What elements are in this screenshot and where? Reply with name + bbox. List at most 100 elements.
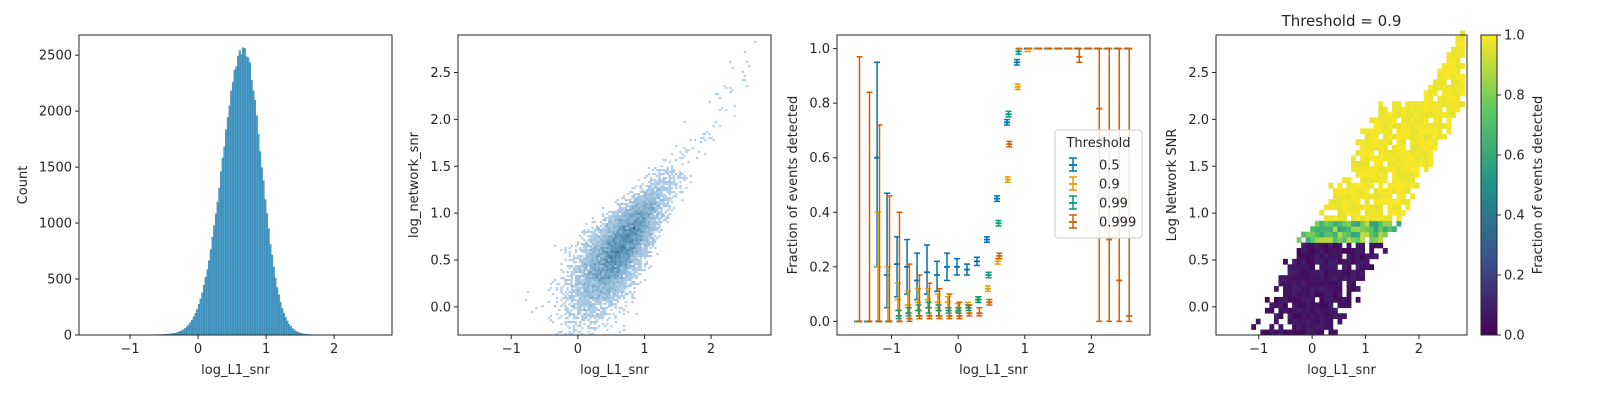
density-cell — [598, 285, 600, 287]
heatmap-cell — [1328, 292, 1333, 298]
heatmap-cell — [1451, 69, 1456, 75]
density-cell — [662, 183, 664, 185]
density-cell — [633, 273, 635, 275]
heatmap-cell — [1342, 275, 1347, 281]
heatmap-cell — [1337, 183, 1342, 189]
heatmap-cell — [1360, 166, 1365, 172]
density-cell — [592, 259, 594, 261]
histogram-bar — [208, 261, 210, 335]
density-cell — [585, 249, 587, 251]
density-cell — [619, 247, 621, 249]
density-cell — [567, 287, 569, 289]
density-cell — [606, 271, 608, 273]
density-cell — [598, 261, 600, 263]
density-cell — [606, 279, 608, 281]
density-cell — [604, 293, 606, 295]
heatmap-cell — [1278, 313, 1283, 319]
heatmap-cell — [1406, 161, 1411, 167]
histogram-bar — [215, 214, 217, 335]
density-cell — [600, 279, 602, 281]
heatmap-cell — [1433, 145, 1438, 151]
heatmap-cell — [1446, 112, 1451, 118]
density-cell — [615, 279, 617, 281]
density-cell — [602, 323, 604, 325]
density-cell — [589, 301, 591, 303]
heatmap-cell — [1328, 324, 1333, 330]
density-cell — [623, 285, 625, 287]
density-cell — [560, 289, 562, 291]
heatmap-cell — [1356, 237, 1361, 243]
density-cell — [602, 247, 604, 249]
density-cell — [575, 293, 577, 295]
density-cell — [575, 279, 577, 281]
heatmap-cell — [1387, 150, 1392, 156]
heatmap-cell — [1374, 226, 1379, 232]
density-cell — [606, 277, 608, 279]
density-cell — [541, 305, 543, 307]
density-cell — [617, 225, 619, 227]
heatmap-cell — [1301, 270, 1306, 276]
density-cell — [583, 313, 585, 315]
heatmap-cell — [1369, 237, 1374, 243]
density-cell — [604, 281, 606, 283]
density-cell — [610, 289, 612, 291]
density-cell — [621, 253, 623, 255]
density-cell — [646, 185, 648, 187]
y-tick-label: 1.0 — [1188, 207, 1209, 222]
density-cell — [567, 325, 569, 327]
heatmap-cell — [1319, 248, 1324, 254]
heatmap-cell — [1310, 319, 1315, 325]
density-cell — [615, 245, 617, 247]
heatmap-cell — [1410, 194, 1415, 200]
density-cell — [656, 205, 658, 207]
density-cell — [623, 251, 625, 253]
density-cell — [589, 283, 591, 285]
density-cell — [677, 177, 679, 179]
density-cell — [623, 233, 625, 235]
heatmap-cell — [1378, 210, 1383, 216]
density-cell — [617, 223, 619, 225]
y-axis-label: log_network_snr — [407, 131, 422, 238]
density-cell — [640, 201, 642, 203]
density-cell — [654, 193, 656, 195]
histogram-bar — [276, 288, 278, 335]
heatmap-cell — [1424, 161, 1429, 167]
density-cell — [564, 281, 566, 283]
density-cell — [658, 211, 660, 213]
density-cell — [625, 209, 627, 211]
density-cell — [631, 219, 633, 221]
density-cell — [585, 267, 587, 269]
heatmap-cell — [1347, 270, 1352, 276]
heatmap-cell — [1456, 85, 1461, 91]
heatmap-cell — [1328, 183, 1333, 189]
heatmap-cell — [1360, 177, 1365, 183]
density-cell — [581, 251, 583, 253]
density-cell — [646, 205, 648, 207]
density-cell — [642, 243, 644, 245]
density-cell — [554, 279, 556, 281]
density-cell — [644, 243, 646, 245]
heatmap-cell — [1401, 177, 1406, 183]
colorbar-tick-label: 0.0 — [1504, 329, 1525, 344]
density-cell — [583, 231, 585, 233]
density-cell — [669, 185, 671, 187]
heatmap-cell — [1392, 226, 1397, 232]
heatmap-cell — [1315, 324, 1320, 330]
density-cell — [642, 205, 644, 207]
density-cell — [619, 267, 621, 269]
density-cell — [681, 199, 683, 201]
heatmap-cell — [1392, 166, 1397, 172]
density-cell — [627, 193, 629, 195]
density-cell — [598, 301, 600, 303]
density-cell — [592, 257, 594, 259]
density-cell — [602, 313, 604, 315]
heatmap-cell — [1369, 226, 1374, 232]
density-cell — [654, 209, 656, 211]
density-cell — [623, 253, 625, 255]
legend-label: 0.99 — [1099, 197, 1128, 212]
histogram-bar — [229, 106, 231, 335]
density-cell — [573, 289, 575, 291]
density-cell — [612, 253, 614, 255]
density-cell — [569, 253, 571, 255]
density-cell — [652, 183, 654, 185]
